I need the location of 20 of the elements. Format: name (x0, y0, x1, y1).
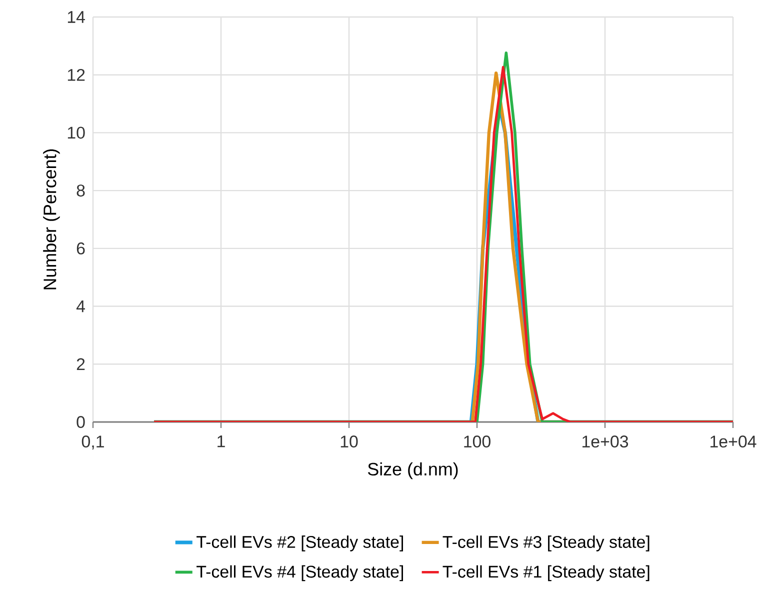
x-tick-label: 10 (340, 436, 358, 448)
y-tick-label: 4 (76, 300, 85, 312)
legend-label: T-cell EVs #2 [Steady state] (196, 536, 403, 552)
legend-label: T-cell EVs #1 [Steady state] (442, 565, 650, 582)
y-tick-label: 12 (68, 68, 85, 81)
x-tick-label: 1e+03 (582, 436, 628, 448)
y-tick-label: 14 (68, 11, 85, 23)
y-tick-label: 8 (76, 184, 85, 197)
legend-label: T-cell EVs #3 [Steady state] (442, 536, 650, 552)
y-tick-label: 6 (76, 242, 85, 254)
y-axis-title: Number (Percent) (43, 149, 60, 290)
x-tick-label: 100 (464, 436, 490, 448)
legend-label: T-cell EVs #4 [Steady state] (196, 565, 403, 582)
y-tick-label: 10 (68, 126, 85, 139)
x-tick-label: 0,1 (82, 436, 104, 450)
x-tick-label: 1 (218, 436, 225, 448)
y-tick-label: 0 (76, 416, 85, 428)
x-tick-label: 1e+04 (710, 436, 756, 448)
x-axis-title: Size (d.nm) (368, 462, 458, 480)
y-tick-label: 2 (76, 358, 85, 370)
